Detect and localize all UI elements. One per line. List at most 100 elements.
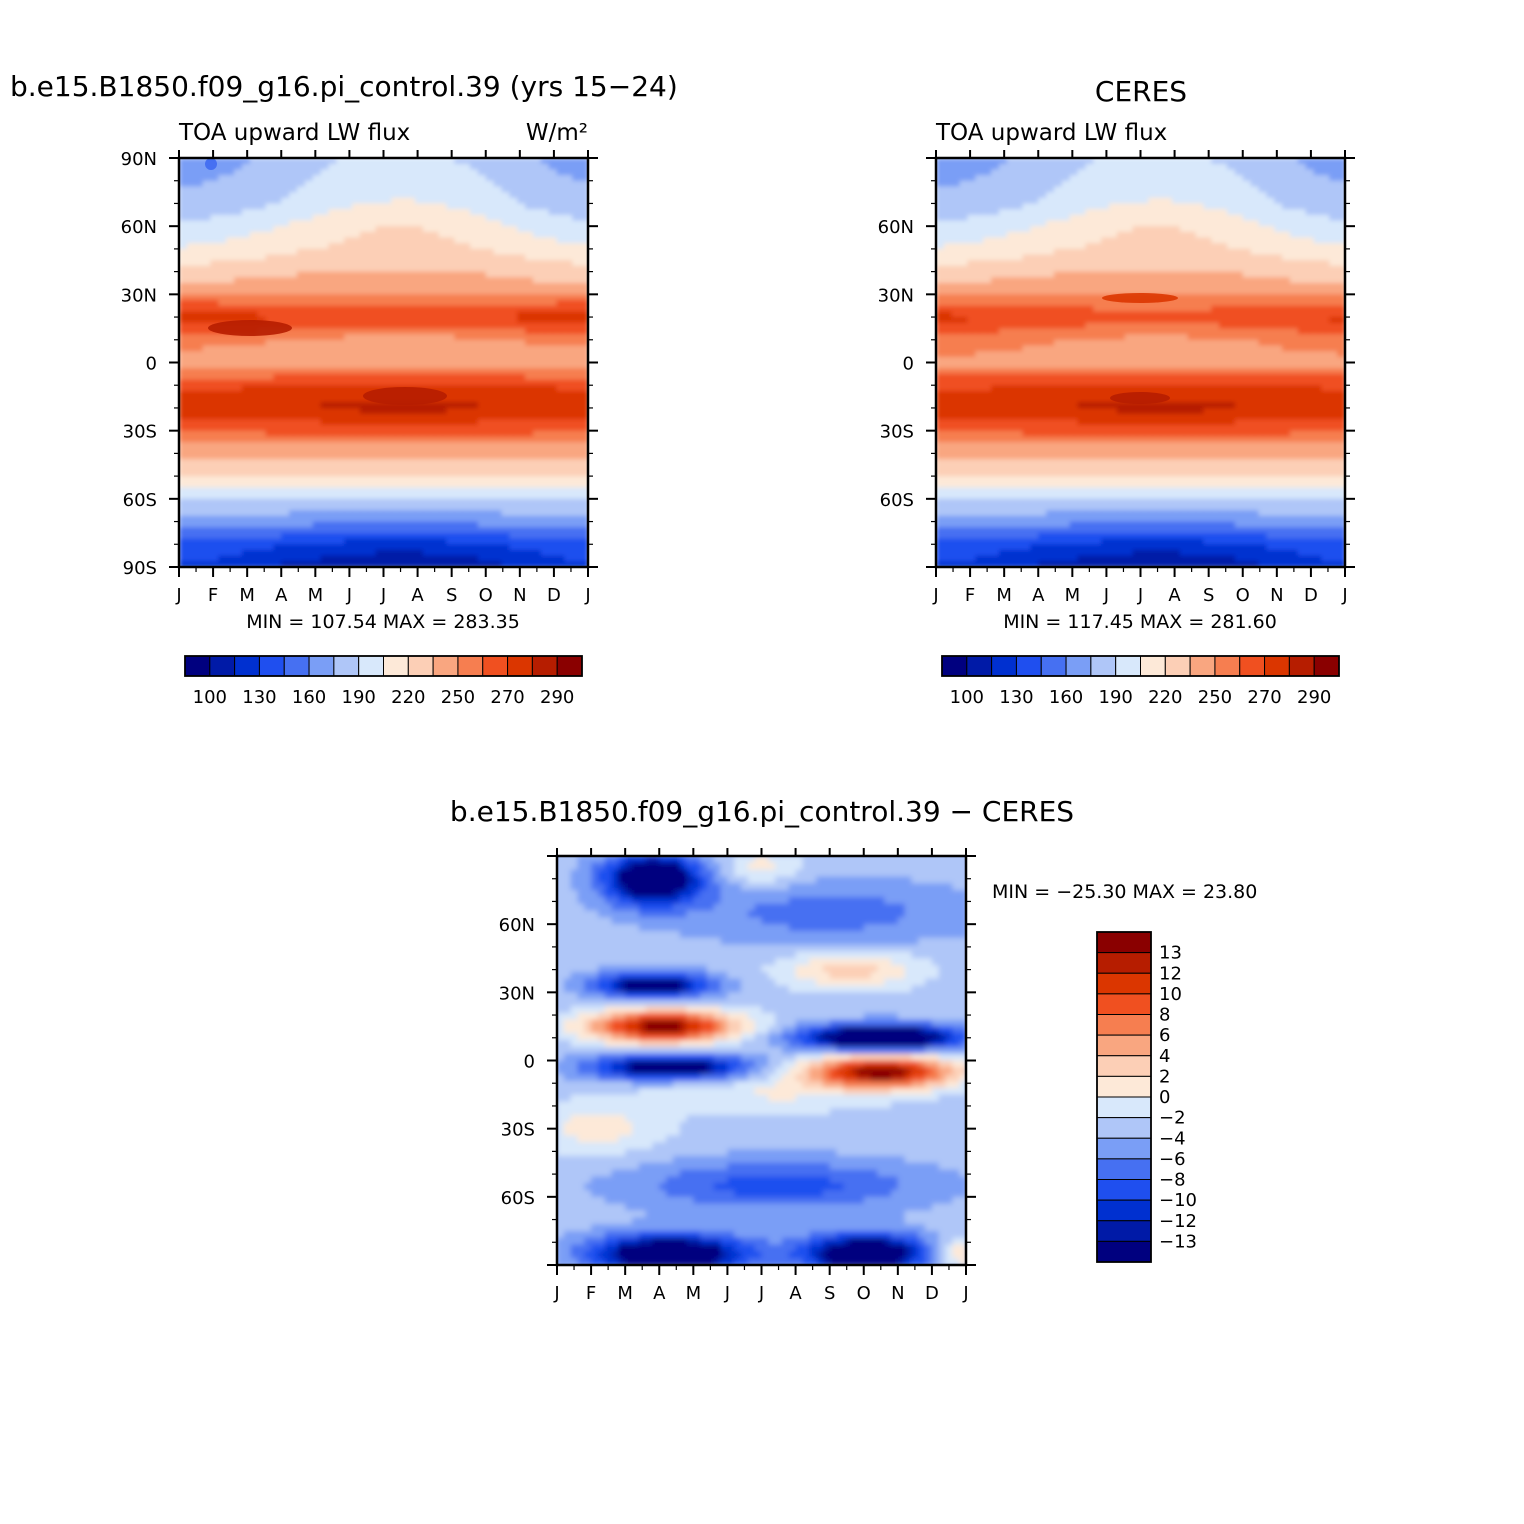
colorbar-label: 160	[292, 687, 326, 708]
colorbar-swatch	[941, 655, 968, 677]
model-sh-max-blob	[363, 387, 447, 405]
x-tick-label: J	[758, 1283, 764, 1304]
colorbar-label: −2	[1159, 1108, 1186, 1129]
panel-obs-subtitle: TOA upward LW flux	[935, 120, 1167, 146]
colorbar-swatch	[1096, 1117, 1152, 1139]
panel-obs-title: CERES	[1095, 75, 1187, 108]
x-tick-label: M	[308, 585, 324, 606]
colorbar-label: 220	[391, 687, 425, 708]
colorbar-label: 2	[1159, 1066, 1170, 1087]
y-tick-label: 90N	[121, 149, 157, 170]
colorbar-swatch	[1189, 655, 1216, 677]
x-tick-label: N	[1270, 585, 1283, 606]
panel-model-units: W/m²	[526, 120, 588, 146]
panel-model-minmax: MIN = 107.54 MAX = 283.35	[246, 611, 520, 633]
colorbar-swatch	[1164, 655, 1191, 677]
panel-obs-features	[1102, 293, 1178, 404]
x-tick-label: F	[586, 1283, 596, 1304]
y-tick-label: 90S	[123, 558, 157, 579]
panel-diff-minmax: MIN = −25.30 MAX = 23.80	[992, 881, 1257, 903]
colorbar-swatch	[234, 655, 260, 677]
panel-obs-field	[936, 158, 1345, 567]
colorbar-swatch	[556, 655, 583, 677]
y-tick-label: 60N	[121, 217, 157, 238]
colorbar-label: 190	[342, 687, 376, 708]
x-tick-label: F	[965, 585, 975, 606]
x-tick-label: S	[824, 1283, 835, 1304]
y-tick-label: 30N	[121, 285, 157, 306]
y-tick-label: 30S	[501, 1120, 535, 1141]
colorbar-label: 100	[193, 687, 227, 708]
colorbar-label: −4	[1159, 1128, 1186, 1149]
colorbar-swatch	[1096, 1014, 1152, 1036]
y-tick-label: 0	[903, 354, 914, 375]
panel-model-title: b.e15.B1850.f09_g16.pi_control.39 (yrs 1…	[10, 70, 678, 103]
y-tick-label: 0	[146, 354, 157, 375]
colorbar-swatch	[531, 655, 558, 677]
x-tick-label: O	[857, 1283, 871, 1304]
x-tick-label: J	[553, 1283, 559, 1304]
colorbar-label: 6	[1159, 1025, 1170, 1046]
x-tick-label: J	[932, 585, 938, 606]
x-tick-label: A	[653, 1283, 666, 1304]
y-tick-label: 0	[524, 1052, 535, 1073]
colorbar-swatch	[184, 655, 211, 677]
colorbar-label: 270	[1247, 687, 1281, 708]
colorbar-swatch	[1115, 655, 1141, 677]
colorbar-label: −8	[1159, 1170, 1186, 1191]
x-tick-label: J	[380, 585, 386, 606]
colorbar-swatch	[308, 655, 335, 677]
colorbar-label: −12	[1159, 1211, 1197, 1232]
colorbar-swatch	[1096, 952, 1152, 974]
panel-model-subtitle: TOA upward LW flux	[178, 120, 410, 146]
colorbar-label: −13	[1159, 1231, 1197, 1252]
panel-model-colorbar: 100 130 160 190 220 250 270 290	[184, 655, 583, 708]
colorbar-swatch	[1096, 1179, 1152, 1201]
colorbar-swatch	[1090, 655, 1117, 677]
colorbar-label: 0	[1159, 1087, 1170, 1108]
y-tick-label: 60N	[499, 915, 535, 936]
y-tick-label: 60S	[123, 490, 157, 511]
colorbar-swatch	[258, 655, 285, 677]
colorbar-label: 4	[1159, 1046, 1170, 1067]
model-polar-spot	[205, 158, 217, 170]
colorbar-swatch	[1096, 972, 1152, 995]
colorbar-label: 250	[441, 687, 475, 708]
x-tick-label: J	[1137, 585, 1143, 606]
colorbar-swatch	[432, 655, 459, 677]
colorbar-swatch	[407, 655, 434, 677]
colorbar-swatch	[1096, 1199, 1152, 1222]
colorbar-label: 190	[1099, 687, 1133, 708]
panel-model-field	[179, 158, 588, 567]
x-tick-label: M	[686, 1283, 702, 1304]
obs-sh-max-blob	[1110, 392, 1170, 404]
panel-model-features	[205, 158, 447, 405]
colorbar-swatch	[1065, 655, 1092, 677]
x-tick-label: M	[1065, 585, 1081, 606]
y-tick-label: 30S	[880, 422, 914, 443]
x-tick-label: A	[411, 585, 424, 606]
x-tick-label: J	[346, 585, 352, 606]
colorbar-swatch	[1264, 655, 1290, 677]
x-tick-label: N	[513, 585, 526, 606]
colorbar-swatch	[1096, 1158, 1152, 1180]
x-tick-label: D	[1304, 585, 1318, 606]
colorbar-swatch	[1096, 1240, 1152, 1263]
colorbar-swatch	[1096, 1034, 1152, 1057]
colorbar-label: 220	[1148, 687, 1182, 708]
y-tick-label: 60S	[501, 1188, 535, 1209]
x-tick-label: O	[1236, 585, 1250, 606]
colorbar-label: 13	[1159, 943, 1182, 964]
x-tick-label: A	[275, 585, 288, 606]
colorbar-label: 100	[950, 687, 984, 708]
x-tick-label: N	[891, 1283, 904, 1304]
colorbar-swatch	[1096, 931, 1152, 954]
colorbar-label: 130	[999, 687, 1033, 708]
x-tick-label: S	[446, 585, 457, 606]
x-tick-label: A	[1168, 585, 1181, 606]
x-tick-label: D	[547, 585, 561, 606]
